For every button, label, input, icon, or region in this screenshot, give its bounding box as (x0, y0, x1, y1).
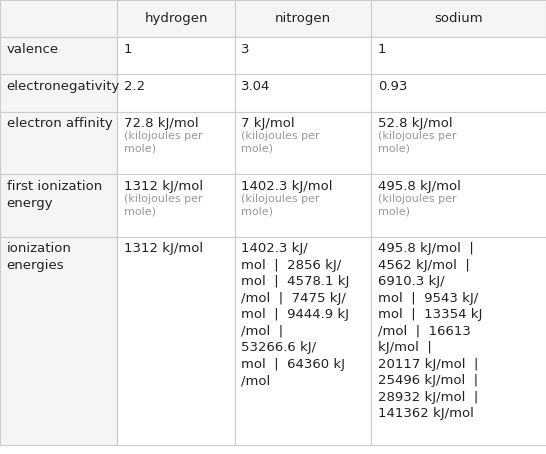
Bar (371, 112, 546, 174)
Bar (235, 237, 371, 445)
Text: (kilojoules per
mole): (kilojoules per mole) (378, 131, 456, 154)
Text: 3.04: 3.04 (241, 80, 271, 93)
Text: 1312 kJ/mol: 1312 kJ/mol (124, 242, 203, 256)
Bar (0, 74, 117, 112)
Text: nitrogen: nitrogen (275, 12, 331, 25)
Bar (0, 0, 117, 37)
Bar (117, 237, 235, 445)
Text: 52.8 kJ/mol: 52.8 kJ/mol (378, 117, 453, 130)
Bar (117, 112, 235, 174)
Bar (117, 74, 235, 112)
Bar (117, 174, 235, 237)
Text: (kilojoules per
mole): (kilojoules per mole) (241, 194, 320, 217)
Bar (235, 112, 371, 174)
Bar (117, 37, 235, 74)
Text: hydrogen: hydrogen (144, 12, 208, 25)
Text: (kilojoules per
mole): (kilojoules per mole) (378, 194, 456, 217)
Text: electronegativity: electronegativity (7, 80, 120, 93)
Bar (371, 174, 546, 237)
Text: valence: valence (7, 43, 58, 56)
Text: 0.93: 0.93 (378, 80, 407, 93)
Bar (235, 174, 371, 237)
Text: 495.8 kJ/mol  |
4562 kJ/mol  |
6910.3 kJ/
mol  |  9543 kJ/
mol  |  13354 kJ
/mol: 495.8 kJ/mol | 4562 kJ/mol | 6910.3 kJ/ … (378, 242, 482, 420)
Bar (0, 37, 117, 74)
Text: (kilojoules per
mole): (kilojoules per mole) (124, 194, 203, 217)
Text: 1402.3 kJ/mol: 1402.3 kJ/mol (241, 180, 333, 193)
Text: 72.8 kJ/mol: 72.8 kJ/mol (124, 117, 199, 130)
Text: first ionization
energy: first ionization energy (7, 180, 102, 210)
Text: 1312 kJ/mol: 1312 kJ/mol (124, 180, 203, 193)
Bar (371, 74, 546, 112)
Text: 1402.3 kJ/
mol  |  2856 kJ/
mol  |  4578.1 kJ
/mol  |  7475 kJ/
mol  |  9444.9 k: 1402.3 kJ/ mol | 2856 kJ/ mol | 4578.1 k… (241, 242, 349, 387)
Text: sodium: sodium (434, 12, 483, 25)
Text: 3: 3 (241, 43, 250, 56)
Bar (0, 174, 117, 237)
Bar (371, 37, 546, 74)
Text: (kilojoules per
mole): (kilojoules per mole) (241, 131, 320, 154)
Text: 1: 1 (124, 43, 133, 56)
Bar (235, 74, 371, 112)
Bar (0, 237, 117, 445)
Bar (117, 0, 235, 37)
Text: ionization
energies: ionization energies (7, 242, 72, 272)
Bar (0, 112, 117, 174)
Bar (235, 37, 371, 74)
Text: electron affinity: electron affinity (7, 117, 112, 130)
Bar (371, 0, 546, 37)
Bar (235, 0, 371, 37)
Text: 2.2: 2.2 (124, 80, 145, 93)
Bar (371, 237, 546, 445)
Text: 7 kJ/mol: 7 kJ/mol (241, 117, 295, 130)
Text: (kilojoules per
mole): (kilojoules per mole) (124, 131, 203, 154)
Text: 1: 1 (378, 43, 387, 56)
Text: 495.8 kJ/mol: 495.8 kJ/mol (378, 180, 461, 193)
